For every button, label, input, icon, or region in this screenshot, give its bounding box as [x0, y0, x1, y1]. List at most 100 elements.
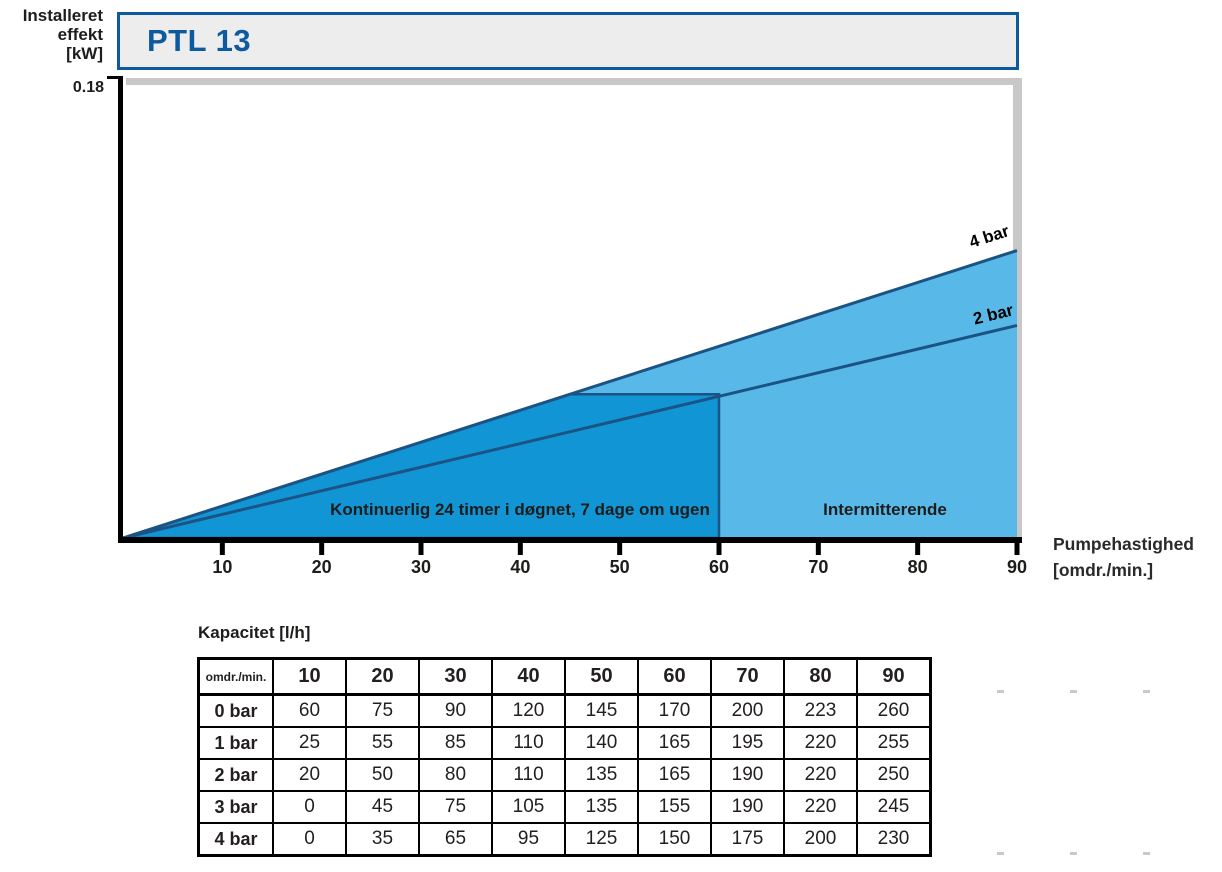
x-tick-label: 80 [907, 557, 928, 577]
capacity-value-cell: 260 [856, 693, 932, 728]
x-tick-mark [815, 543, 821, 555]
capacity-value-cell: 223 [783, 693, 858, 728]
y-axis-title-line1: Installeret [22, 6, 103, 25]
capacity-value-cell: 65 [418, 822, 493, 857]
region-label-intermittent: Intermitterende [823, 500, 947, 519]
capacity-value-cell: 200 [710, 693, 785, 728]
table-row: 0 bar 60 75 90 120 145 170 200 223 260 [197, 693, 932, 728]
capacity-value-cell: 55 [345, 726, 420, 760]
capacity-value-cell: 165 [637, 726, 712, 760]
table-col-header: 50 [564, 657, 639, 696]
y-axis-max-label: 0.18 [72, 79, 104, 96]
capacity-value-cell: 245 [856, 790, 932, 824]
capacity-value-cell: 220 [783, 790, 858, 824]
artifact-mark [997, 690, 1004, 693]
capacity-value-cell: 50 [345, 758, 420, 792]
capacity-value-cell: 250 [856, 758, 932, 792]
x-tick-mark [319, 543, 325, 555]
y-axis-title-line3: [kW] [66, 44, 103, 63]
capacity-value-cell: 155 [637, 790, 712, 824]
capacity-value-cell: 135 [564, 790, 639, 824]
table-col-header: 90 [856, 657, 932, 696]
curve-2-bar [122, 324, 1018, 540]
table-row: 3 bar 0 45 75 105 135 155 190 220 245 [197, 790, 932, 824]
capacity-table-head: omdr./min. 10 20 30 40 50 60 70 80 90 [197, 657, 932, 696]
artifact-mark [1070, 852, 1077, 855]
x-tick-label: 70 [808, 557, 829, 577]
capacity-value-cell: 220 [783, 758, 858, 792]
capacity-value-cell: 140 [564, 726, 639, 760]
capacity-value-cell: 25 [272, 726, 347, 760]
x-tick-mark [418, 543, 424, 555]
capacity-value-cell: 110 [491, 758, 566, 792]
curve-4-bar [122, 249, 1018, 540]
y-axis-top-tick [107, 76, 123, 79]
x-axis-line [118, 537, 1022, 543]
table-row-label: 1 bar [197, 726, 274, 760]
capacity-value-cell: 90 [418, 693, 493, 728]
region-label-continuous: Kontinuerlig 24 timer i døgnet, 7 dage o… [330, 500, 710, 519]
table-corner-header: omdr./min. [197, 657, 274, 696]
top-gray-bar [126, 78, 1014, 85]
capacity-value-cell: 20 [272, 758, 347, 792]
table-col-header: 80 [783, 657, 858, 696]
capacity-table: omdr./min. 10 20 30 40 50 60 70 80 90 0 bar 60 75 90… [197, 657, 932, 857]
capacity-value-cell: 255 [856, 726, 932, 760]
x-tick-mark [1014, 543, 1020, 555]
capacity-value-cell: 200 [783, 822, 858, 857]
capacity-value-cell: 60 [272, 693, 347, 728]
table-col-header: 20 [345, 657, 420, 696]
x-tick-label: 60 [708, 557, 730, 577]
table-col-header: 10 [272, 657, 347, 696]
x-tick-label: 50 [609, 557, 630, 577]
capacity-value-cell: 195 [710, 726, 785, 760]
artifact-mark [1070, 690, 1077, 693]
x-axis-title-line2: [omdr./min.] [1053, 560, 1154, 580]
capacity-value-cell: 75 [418, 790, 493, 824]
capacity-value-cell: 145 [564, 693, 639, 728]
capacity-table-body: 0 bar 60 75 90 120 145 170 200 223 260 1 bar 25 55 85… [197, 693, 932, 857]
table-row-label: 3 bar [197, 790, 274, 824]
table-col-header: 60 [637, 657, 712, 696]
table-col-header: 30 [418, 657, 493, 696]
capacity-value-cell: 85 [418, 726, 493, 760]
table-row-label: 0 bar [197, 693, 274, 728]
capacity-value-cell: 0 [272, 822, 347, 857]
x-tick-label: 20 [311, 557, 332, 577]
capacity-value-cell: 190 [710, 790, 785, 824]
table-col-header: 70 [710, 657, 785, 696]
capacity-value-cell: 170 [637, 693, 712, 728]
x-tick-mark [716, 543, 722, 555]
artifact-mark [1143, 852, 1150, 855]
table-row: 2 bar 20 50 80 110 135 165 190 220 250 [197, 758, 932, 792]
artifact-mark [997, 852, 1004, 855]
capacity-value-cell: 135 [564, 758, 639, 792]
capacity-table-title: Kapacitet [l/h] [198, 623, 311, 642]
x-tick-mark [517, 543, 523, 555]
capacity-value-cell: 75 [345, 693, 420, 728]
capacity-value-cell: 175 [710, 822, 785, 857]
capacity-value-cell: 220 [783, 726, 858, 760]
x-tick-label: 40 [510, 557, 531, 577]
x-axis-title: Pumpehastighed [omdr./min.] [1053, 531, 1222, 583]
table-row-label: 2 bar [197, 758, 274, 792]
x-tick-mark [915, 543, 921, 555]
capacity-value-cell: 80 [418, 758, 493, 792]
table-header-row: omdr./min. 10 20 30 40 50 60 70 80 90 [197, 657, 932, 696]
product-title: PTL 13 [147, 23, 252, 58]
capacity-value-cell: 105 [491, 790, 566, 824]
table-row: 4 bar 0 35 65 95 125 150 175 200 230 [197, 822, 932, 857]
capacity-value-cell: 125 [564, 822, 639, 857]
capacity-value-cell: 0 [272, 790, 347, 824]
table-row-label: 4 bar [197, 822, 274, 857]
artifact-mark [1143, 690, 1150, 693]
capacity-value-cell: 190 [710, 758, 785, 792]
table-row: 1 bar 25 55 85 110 140 165 195 220 255 [197, 726, 932, 760]
x-tick-label: 10 [212, 557, 233, 577]
x-tick-label: 90 [1006, 557, 1028, 577]
capacity-value-cell: 95 [491, 822, 566, 857]
x-axis-title-line1: Pumpehastighed [1053, 534, 1194, 554]
y-axis-title-line2: effekt [57, 25, 103, 44]
